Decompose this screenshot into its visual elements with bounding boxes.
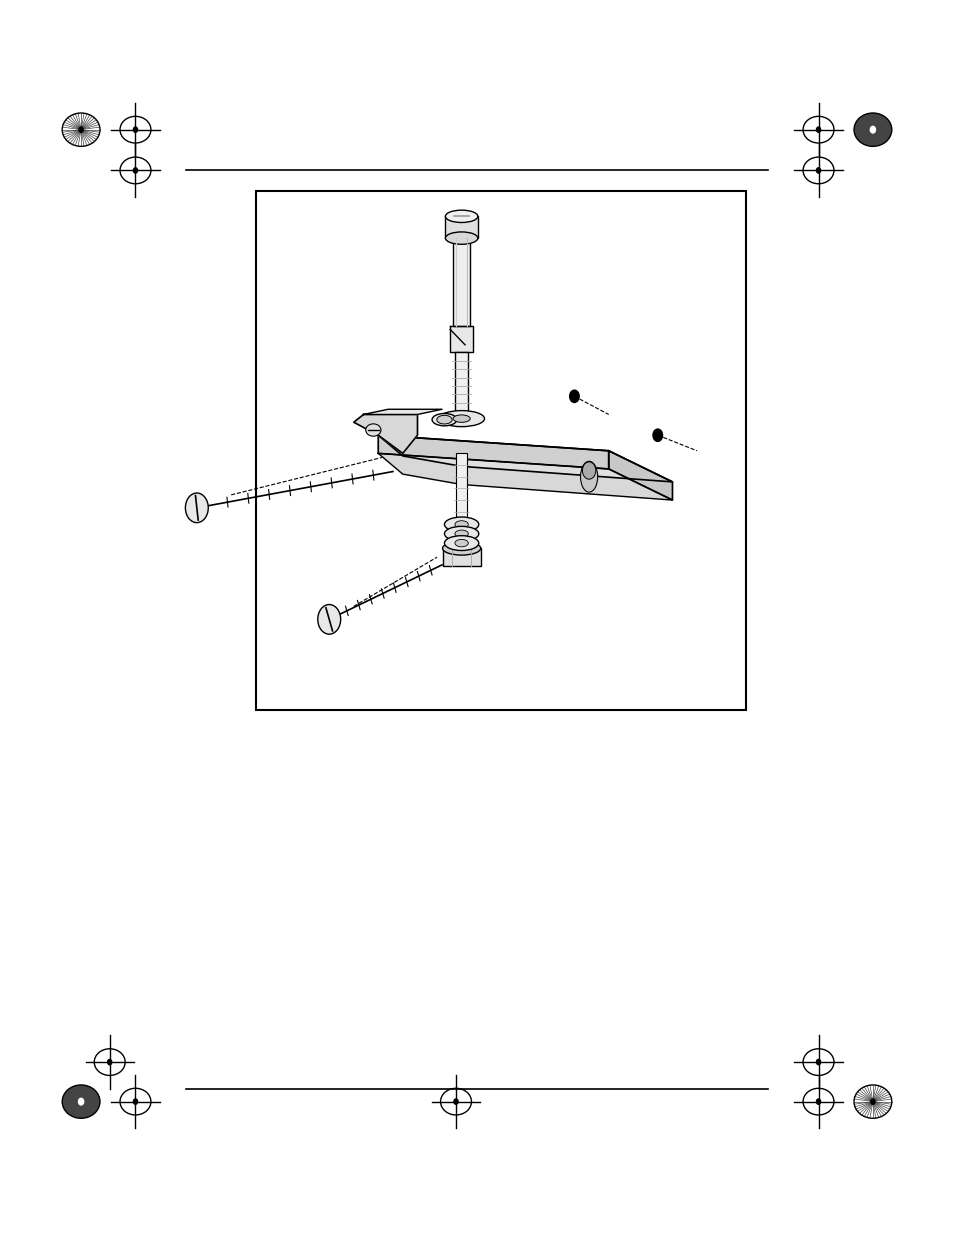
Circle shape — [108, 1060, 112, 1065]
Ellipse shape — [445, 232, 477, 245]
Ellipse shape — [365, 424, 380, 436]
Circle shape — [79, 127, 83, 132]
Circle shape — [133, 127, 137, 132]
Circle shape — [78, 1098, 84, 1105]
Ellipse shape — [453, 415, 470, 422]
Ellipse shape — [444, 517, 478, 532]
Ellipse shape — [445, 210, 477, 222]
Bar — [445, 216, 477, 238]
Polygon shape — [377, 435, 608, 469]
Ellipse shape — [853, 114, 891, 146]
Polygon shape — [608, 451, 672, 500]
Circle shape — [133, 168, 137, 173]
Ellipse shape — [62, 1086, 100, 1119]
Ellipse shape — [455, 530, 468, 537]
Bar — [442, 548, 480, 566]
Circle shape — [185, 493, 208, 522]
Ellipse shape — [455, 540, 468, 547]
Bar — [455, 352, 468, 420]
Circle shape — [582, 462, 596, 479]
Polygon shape — [354, 415, 417, 453]
Ellipse shape — [444, 526, 478, 541]
Bar — [255, 191, 745, 710]
Bar — [456, 453, 467, 524]
Circle shape — [133, 1099, 137, 1104]
Polygon shape — [450, 326, 473, 352]
Ellipse shape — [436, 415, 452, 424]
Circle shape — [870, 1099, 874, 1104]
Ellipse shape — [442, 541, 480, 555]
Circle shape — [569, 390, 578, 403]
Circle shape — [816, 1099, 820, 1104]
Circle shape — [816, 127, 820, 132]
Ellipse shape — [438, 410, 484, 426]
Ellipse shape — [455, 521, 468, 529]
Ellipse shape — [580, 462, 598, 493]
Polygon shape — [377, 435, 672, 482]
Circle shape — [816, 1060, 820, 1065]
Circle shape — [317, 604, 340, 635]
Circle shape — [652, 429, 661, 441]
Bar — [453, 238, 470, 326]
Ellipse shape — [444, 536, 478, 551]
Polygon shape — [377, 453, 672, 500]
Circle shape — [816, 168, 820, 173]
Polygon shape — [363, 409, 441, 415]
Circle shape — [869, 126, 875, 133]
Circle shape — [454, 1099, 457, 1104]
Ellipse shape — [432, 414, 456, 426]
